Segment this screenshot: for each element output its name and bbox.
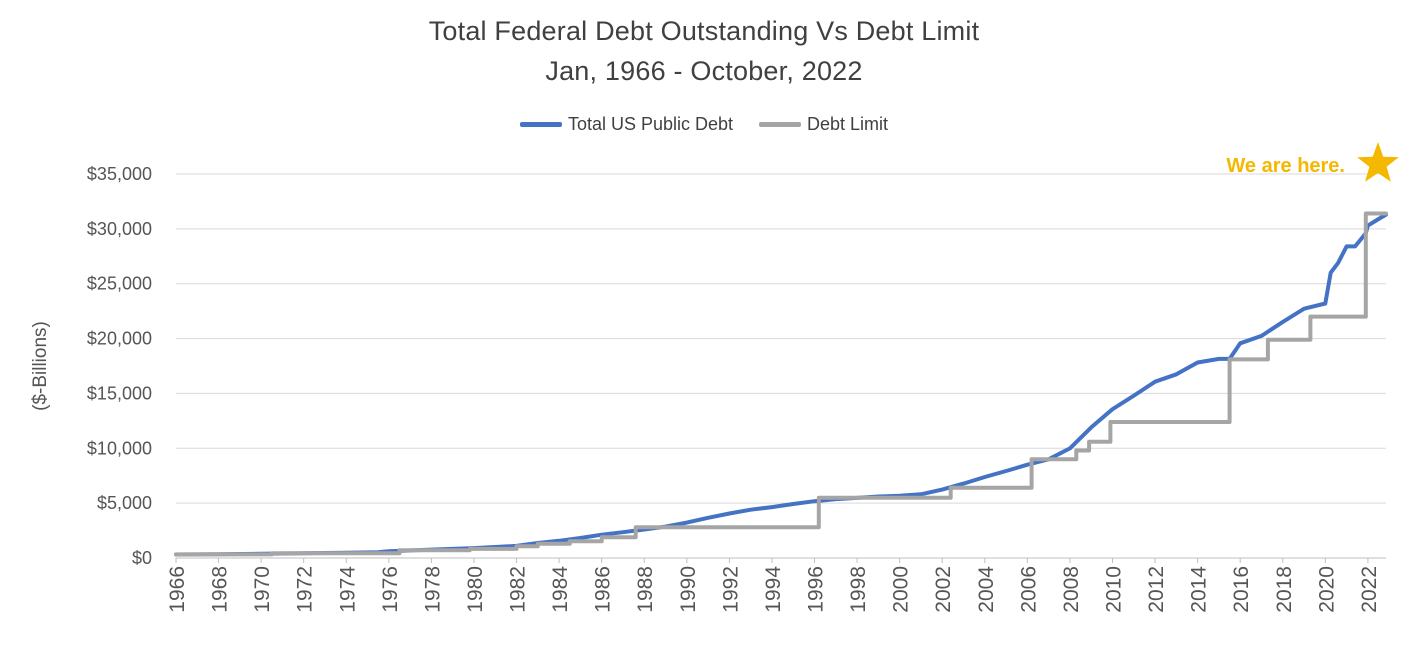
x-tick-label: 2022 <box>1358 566 1381 613</box>
x-tick-label: 1980 <box>464 566 487 613</box>
x-tick-label: 1966 <box>166 566 189 613</box>
y-tick-label: $10,000 <box>87 438 152 458</box>
legend-item-debt-limit: Debt Limit <box>759 114 888 135</box>
x-tick-label: 2006 <box>1017 566 1040 613</box>
x-tick-label: 2000 <box>890 566 913 613</box>
x-tick-label: 2018 <box>1273 566 1296 613</box>
legend-label-debt-limit: Debt Limit <box>807 114 889 134</box>
gridlines <box>175 173 1386 563</box>
series-line-debt-limit <box>174 211 1388 557</box>
x-tick-label: 1982 <box>507 566 530 613</box>
x-tick-label: 1998 <box>847 566 870 613</box>
y-tick-label: $5,000 <box>97 493 152 513</box>
x-tick-label: 1990 <box>677 566 700 613</box>
y-axis-ticks: $0 $5,000 $10,000 $15,000 $20,000 $25,000 $30,… <box>87 164 152 568</box>
annotation-text: We are here. <box>1226 155 1345 177</box>
chart-legend: Total US Public Debt Debt Limit <box>0 114 1408 135</box>
x-tick-label: 2004 <box>975 566 998 613</box>
legend-item-public-debt: Total US Public Debt <box>519 114 734 135</box>
chart-subtitle: Jan, 1966 - October, 2022 <box>545 56 863 86</box>
x-tick-label: 2016 <box>1230 566 1253 613</box>
x-tick-label: 1970 <box>251 566 274 613</box>
y-tick-label: $0 <box>132 548 152 568</box>
x-tick-label: 1992 <box>719 566 742 613</box>
x-tick-label: 1978 <box>421 566 444 613</box>
annotation: We are here. <box>1226 142 1399 182</box>
x-tick-label: 2020 <box>1315 566 1338 613</box>
y-tick-label: $15,000 <box>87 383 152 403</box>
legend-swatch-public-debt <box>519 122 562 127</box>
star-icon <box>1357 142 1399 182</box>
y-tick-label: $30,000 <box>87 219 152 239</box>
x-axis-ticks: 1966 1968 1970 1972 1974 1976 1978 1980 1982 1984… <box>166 566 1381 613</box>
series-lines <box>174 211 1388 557</box>
x-tick-label: 1988 <box>634 566 657 613</box>
legend-label-public-debt: Total US Public Debt <box>567 114 734 134</box>
x-tick-label: 2012 <box>1145 566 1168 613</box>
chart-title: Total Federal Debt Outstanding Vs Debt L… <box>428 16 980 46</box>
y-tick-label: $35,000 <box>87 164 152 184</box>
x-tick-label: 2008 <box>1060 566 1083 613</box>
y-tick-label: $20,000 <box>87 329 152 349</box>
y-tick-label: $25,000 <box>87 274 152 294</box>
legend-swatch-debt-limit <box>759 122 802 127</box>
x-tick-label: 1994 <box>762 566 785 613</box>
x-tick-label: 1996 <box>805 566 828 613</box>
x-tick-label: 2014 <box>1188 566 1211 613</box>
x-tick-label: 2010 <box>1102 566 1125 613</box>
x-tick-label: 1968 <box>209 566 232 613</box>
x-tick-label: 1972 <box>294 566 317 613</box>
y-axis-label: ($-Billions) <box>30 321 51 411</box>
x-tick-label: 1986 <box>592 566 615 613</box>
x-tick-label: 1984 <box>549 566 572 613</box>
x-tick-label: 1976 <box>379 566 402 613</box>
x-tick-label: 1974 <box>336 566 359 613</box>
x-tick-label: 2002 <box>932 566 955 613</box>
